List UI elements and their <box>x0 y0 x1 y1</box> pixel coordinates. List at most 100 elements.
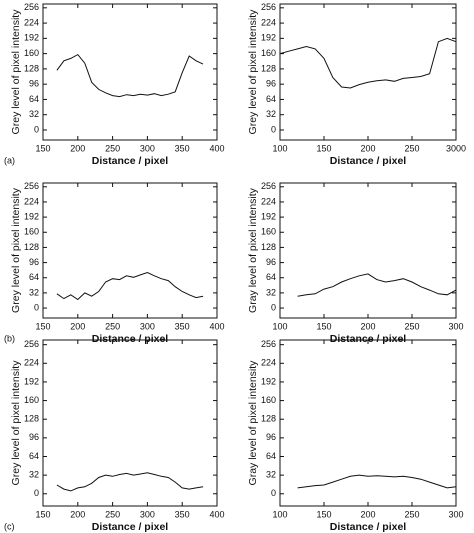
y-tick-label: 64 <box>29 272 39 282</box>
x-tick-label: 250 <box>105 143 120 153</box>
y-tick-label: 192 <box>24 33 39 43</box>
y-tick-label: 96 <box>266 257 276 267</box>
x-tick-label: 400 <box>209 321 224 331</box>
y-tick-label: 160 <box>24 48 39 58</box>
x-axis-title: Distance / pixel <box>92 521 169 533</box>
x-tick-label: 350 <box>175 143 190 153</box>
x-tick-label: 300 <box>140 509 155 519</box>
y-tick-label: 128 <box>24 63 39 73</box>
data-line <box>297 474 457 489</box>
y-tick-label: 256 <box>24 181 39 191</box>
panel-label: (c) <box>4 521 15 531</box>
x-tick-label: 350 <box>175 321 190 331</box>
y-tick-label: 0 <box>34 302 39 312</box>
y-tick-label: 32 <box>29 109 39 119</box>
y-axis-title: Grey level of pixel intensity <box>10 187 22 313</box>
x-tick-label: 150 <box>316 509 331 519</box>
panel-label: (b) <box>4 333 15 343</box>
y-tick-label: 32 <box>29 470 39 480</box>
y-tick-label: 32 <box>266 109 276 119</box>
y-tick-label: 0 <box>271 302 276 312</box>
x-tick-label: 200 <box>70 509 85 519</box>
y-axis-title: Gray level of pixel intensity <box>247 187 259 313</box>
y-tick-label: 64 <box>266 451 276 461</box>
y-tick-label: 128 <box>24 242 39 252</box>
x-tick-label: 250 <box>404 143 419 153</box>
y-tick-label: 192 <box>24 376 39 386</box>
y-tick-label: 32 <box>29 287 39 297</box>
y-tick-label: 160 <box>24 227 39 237</box>
x-tick-label: 150 <box>35 509 50 519</box>
y-tick-label: 128 <box>261 414 276 424</box>
y-tick-label: 192 <box>261 211 276 221</box>
y-tick-label: 192 <box>24 211 39 221</box>
y-axis-title: Gray level of pixel intensity <box>247 360 259 486</box>
y-tick-label: 128 <box>261 242 276 252</box>
y-tick-label: 64 <box>29 94 39 104</box>
x-tick-label: 200 <box>360 509 375 519</box>
y-tick-label: 96 <box>29 432 39 442</box>
x-tick-label: 350 <box>175 509 190 519</box>
y-tick-label: 0 <box>271 124 276 134</box>
y-tick-label: 256 <box>261 181 276 191</box>
plot-frame <box>42 339 218 507</box>
x-tick-label: 250 <box>105 509 120 519</box>
y-tick-label: 256 <box>261 339 276 349</box>
x-tick-label: 150 <box>35 143 50 153</box>
y-axis-title: Grey level of pixel intensity <box>247 9 259 135</box>
x-tick-label: 100 <box>272 509 287 519</box>
y-tick-label: 0 <box>34 488 39 498</box>
x-tick-label: 3000 <box>446 143 466 153</box>
y-tick-label: 192 <box>261 376 276 386</box>
x-axis-title: Distance / pixel <box>330 521 407 533</box>
x-tick-label: 150 <box>35 321 50 331</box>
y-tick-label: 96 <box>266 432 276 442</box>
x-tick-label: 200 <box>70 143 85 153</box>
y-tick-label: 128 <box>24 414 39 424</box>
y-tick-label: 160 <box>261 395 276 405</box>
y-tick-label: 160 <box>261 227 276 237</box>
y-axis-title: Grey level of pixel intensity <box>10 360 22 486</box>
x-tick-label: 250 <box>105 321 120 331</box>
x-axis-title: Distance / pixel <box>330 333 407 345</box>
y-tick-label: 32 <box>266 287 276 297</box>
y-tick-label: 224 <box>24 358 39 368</box>
y-tick-label: 32 <box>266 470 276 480</box>
y-tick-label: 160 <box>24 395 39 405</box>
x-axis-title: Distance / pixel <box>92 155 169 167</box>
plot-frame <box>42 182 218 319</box>
y-tick-label: 128 <box>261 63 276 73</box>
plot-frame <box>279 182 457 319</box>
y-tick-label: 64 <box>266 94 276 104</box>
y-tick-label: 0 <box>34 124 39 134</box>
y-tick-label: 192 <box>261 33 276 43</box>
y-tick-label: 256 <box>24 2 39 12</box>
y-tick-label: 224 <box>261 17 276 27</box>
x-tick-label: 150 <box>316 143 331 153</box>
y-tick-label: 224 <box>261 358 276 368</box>
panel-label: (a) <box>4 155 15 165</box>
x-tick-label: 300 <box>448 509 463 519</box>
x-tick-label: 200 <box>360 143 375 153</box>
y-tick-label: 96 <box>29 257 39 267</box>
y-tick-label: 160 <box>261 48 276 58</box>
x-tick-label: 300 <box>140 321 155 331</box>
y-tick-label: 224 <box>24 17 39 27</box>
x-tick-label: 100 <box>272 321 287 331</box>
x-tick-label: 250 <box>404 321 419 331</box>
y-tick-label: 256 <box>24 339 39 349</box>
y-tick-label: 0 <box>271 488 276 498</box>
x-tick-label: 100 <box>272 143 287 153</box>
y-tick-label: 96 <box>266 79 276 89</box>
x-tick-label: 300 <box>140 143 155 153</box>
data-line <box>56 271 204 301</box>
plot-frame <box>42 3 218 141</box>
data-line <box>279 37 457 89</box>
data-line <box>56 472 204 492</box>
data-line <box>56 53 204 98</box>
x-tick-label: 200 <box>360 321 375 331</box>
x-tick-label: 400 <box>209 509 224 519</box>
x-axis-title: Distance / pixel <box>92 333 169 345</box>
y-tick-label: 256 <box>261 2 276 12</box>
